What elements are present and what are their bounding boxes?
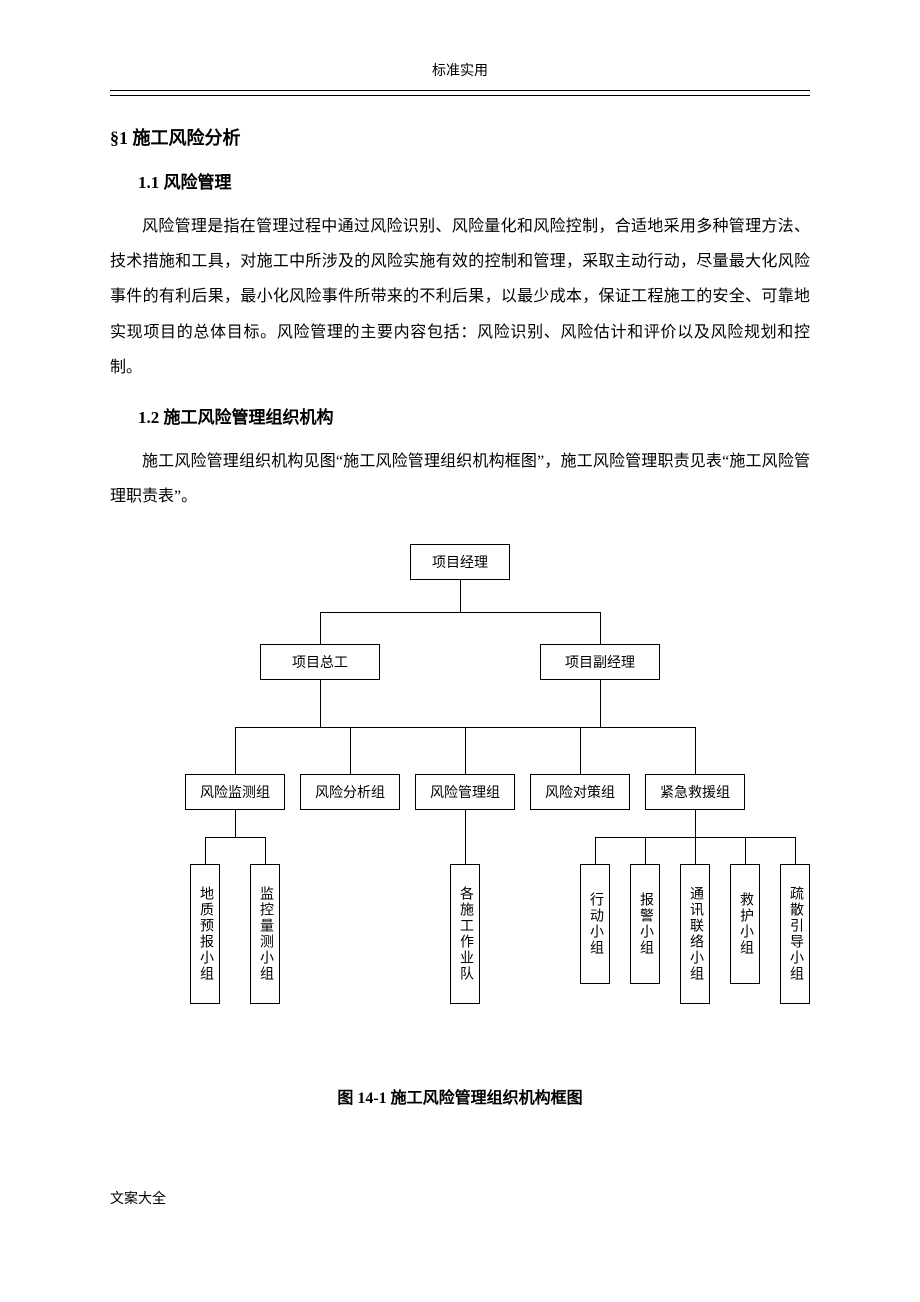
org-edge: [745, 837, 746, 864]
org-edge: [465, 837, 466, 864]
org-edge: [645, 837, 646, 864]
org-edge: [795, 837, 796, 864]
org-node-g2: 风险分析组: [300, 774, 400, 810]
org-node-g3: 风险管理组: [415, 774, 515, 810]
org-edge: [205, 837, 265, 838]
org-edge: [320, 612, 321, 644]
org-node-b6: 通讯联络小组: [680, 864, 710, 1004]
page-header-title: 标准实用: [110, 60, 810, 86]
org-edge: [320, 612, 600, 613]
header-rule-2: [110, 95, 810, 96]
org-edge: [265, 837, 266, 864]
heading-s1-1: 1.1 风险管理: [138, 168, 810, 193]
org-edge: [350, 727, 351, 774]
org-node-b7: 救护小组: [730, 864, 760, 984]
org-node-l2b: 项目副经理: [540, 644, 660, 680]
org-node-b5: 报警小组: [630, 864, 660, 984]
org-edge: [205, 837, 206, 864]
org-edge: [595, 837, 596, 864]
org-node-b8: 疏散引导小组: [780, 864, 810, 1004]
heading-s1: §1 施工风险分析: [110, 124, 810, 150]
page: 标准实用 §1 施工风险分析 1.1 风险管理 风险管理是指在管理过程中通过风险…: [0, 0, 920, 1248]
org-edge: [600, 680, 601, 727]
org-node-b4: 行动小组: [580, 864, 610, 984]
paragraph-1: 风险管理是指在管理过程中通过风险识别、风险量化和风险控制，合适地采用多种管理方法…: [110, 209, 810, 385]
org-node-g1: 风险监测组: [185, 774, 285, 810]
org-edge: [235, 727, 236, 774]
org-edge: [695, 727, 696, 774]
org-edge: [460, 580, 461, 612]
figure-caption: 图 14-1 施工风险管理组织机构框图: [110, 1084, 810, 1108]
org-node-g5: 紧急救援组: [645, 774, 745, 810]
org-edge: [580, 727, 581, 774]
org-chart: 项目经理项目总工 项目副经理风险监测组风险分析组风险管理组风险对策组紧急救援组地质…: [110, 544, 810, 1044]
page-footer: 文案大全: [110, 1188, 810, 1208]
org-node-l2a: 项目总工: [260, 644, 380, 680]
org-edge: [235, 810, 236, 837]
org-edge: [465, 810, 466, 837]
heading-s1-2: 1.2 施工风险管理组织机构: [138, 403, 810, 428]
org-node-root: 项目经理: [410, 544, 510, 580]
org-node-g4: 风险对策组: [530, 774, 630, 810]
org-edge: [695, 810, 696, 837]
org-edge: [320, 680, 321, 727]
org-node-b2: 监控量测小组: [250, 864, 280, 1004]
header-rule: [110, 90, 810, 94]
org-edge: [465, 727, 466, 774]
org-node-b3: 各施工作业队: [450, 864, 480, 1004]
org-edge: [600, 612, 601, 644]
paragraph-2: 施工风险管理组织机构见图“施工风险管理组织机构框图”，施工风险管理职责见表“施工…: [110, 444, 810, 514]
org-node-b1: 地质预报小组: [190, 864, 220, 1004]
org-edge: [695, 837, 696, 864]
